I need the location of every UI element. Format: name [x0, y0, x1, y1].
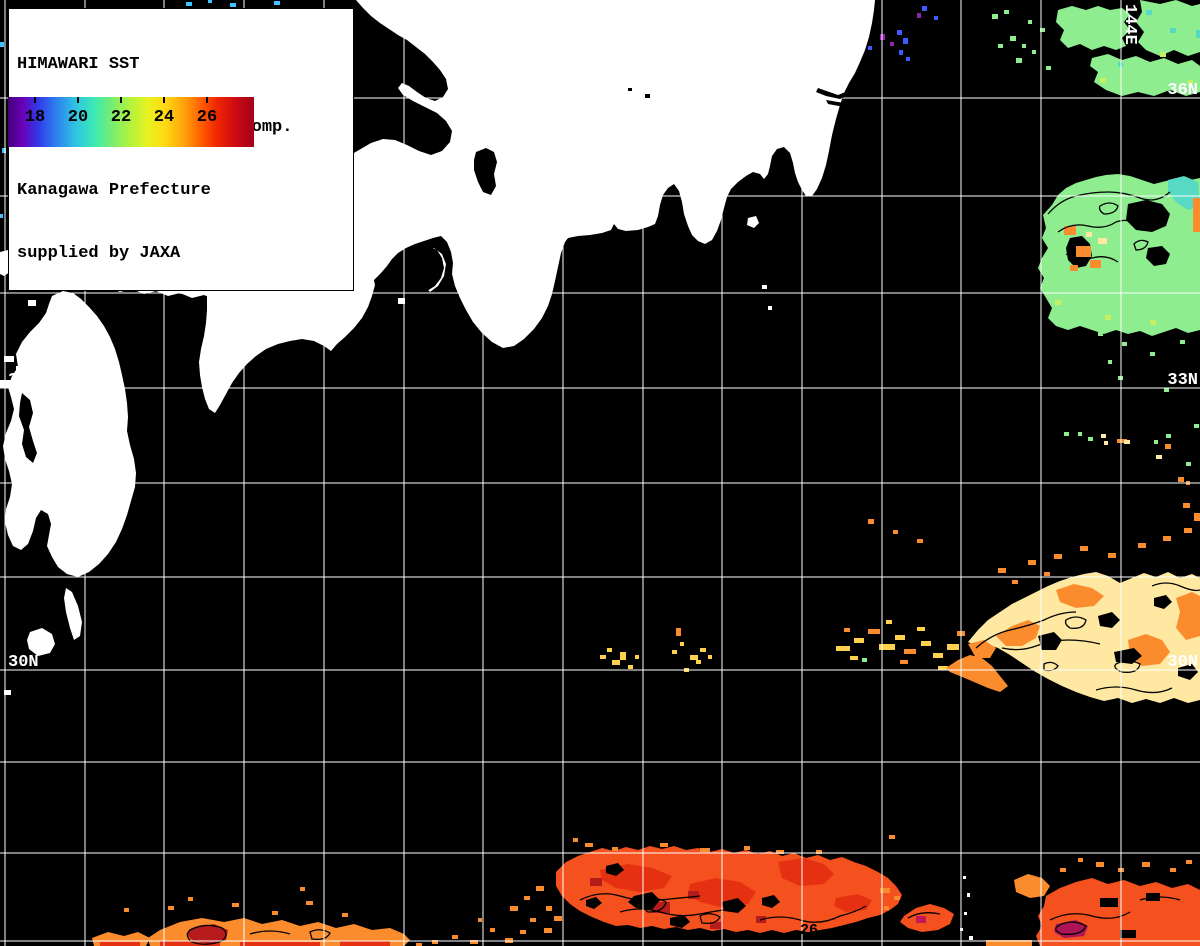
colorbar-label-20: 20 [67, 108, 89, 127]
info-title: HIMAWARI SST [17, 55, 140, 74]
land-iki [28, 300, 36, 306]
colorbar-gradient [8, 97, 254, 147]
sst-patch-kuroshio-streaks [600, 620, 967, 672]
map-labels: 136E 144E 36N 33N 33N 30N 30N [8, 4, 1198, 672]
ariake-sea [19, 393, 37, 463]
colorbar-tick [120, 97, 122, 103]
land-shikoku [199, 266, 375, 413]
temperature-colorbar: 18 20 22 24 26 [8, 97, 254, 147]
colorbar-label-22: 22 [110, 108, 132, 127]
land-izu-oshima [747, 216, 759, 228]
land-yakushima [27, 628, 55, 656]
sst-patch-south-magenta [916, 916, 926, 923]
lat-label-33n-left: 33N [8, 371, 39, 390]
lat-label-30n-right: 30N [1167, 653, 1198, 672]
small-lake-1 [628, 88, 632, 91]
sst-patch-yellow-green [1055, 52, 1193, 325]
land-kuchinoerabu [4, 690, 11, 695]
land-izu-islands [762, 285, 767, 289]
land-kyushu [3, 291, 136, 577]
land-tanegashima [64, 588, 82, 640]
lake-kasumigaura [816, 88, 850, 99]
colorbar-label-26: 26 [196, 108, 218, 127]
sst-specks-cyan [0, 0, 280, 218]
isotherm-contours [186, 191, 1200, 945]
info-credit: supplied by JAXA [17, 244, 181, 263]
sst-specks-blue [868, 6, 938, 61]
land-goto-1 [4, 356, 14, 362]
colorbar-label-18: 18 [24, 108, 46, 127]
lon-label-136e: 136E [482, 4, 501, 45]
sst-patch-green-yellow-spots [1086, 232, 1162, 459]
lat-label-36n-right: 36N [1167, 81, 1198, 100]
land-goto-4 [20, 388, 30, 394]
osaka-bay [405, 246, 444, 291]
land-goto-3 [0, 380, 14, 388]
contour-label-26: 26 [800, 922, 818, 939]
seto-island-2 [212, 289, 220, 294]
colorbar-tick [34, 97, 36, 103]
lake-biwa [474, 148, 497, 195]
info-box: HIMAWARI SST 2025/11/12 16(UTC) 3H Comp.… [8, 8, 354, 291]
colorbar-tick [206, 97, 208, 103]
land-goto-2 [16, 366, 24, 371]
colorbar-tick [163, 97, 165, 103]
colorbar-tick [77, 97, 79, 103]
inland-water [19, 88, 850, 463]
lat-label-33n-right: 33N [1167, 371, 1198, 390]
colorbar-label-24: 24 [153, 108, 175, 127]
info-region: Kanagawa Prefecture [17, 181, 211, 200]
lat-label-30n-left: 30N [8, 653, 39, 672]
lon-label-144e: 144E [1120, 4, 1139, 45]
sst-patch-south-holes [586, 863, 1160, 938]
small-lake-2 [645, 94, 650, 98]
